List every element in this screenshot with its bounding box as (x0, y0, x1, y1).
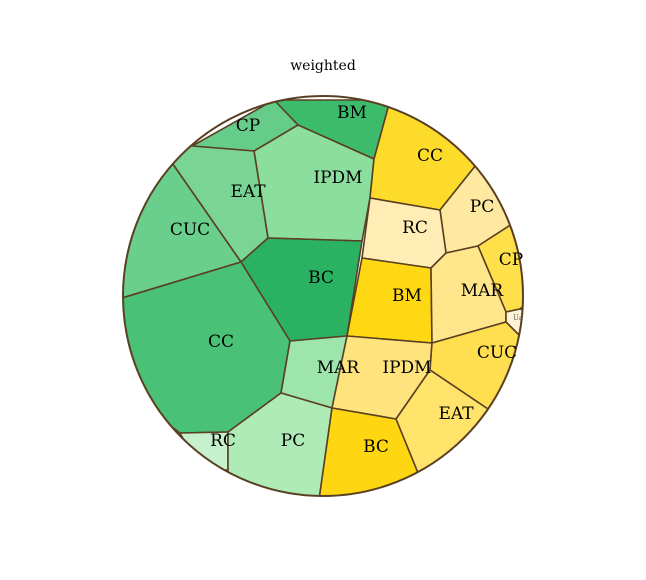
label-rc-green: RC (210, 431, 236, 451)
label-cp-yellow: CP (499, 250, 523, 270)
label-cc-green: CC (208, 332, 234, 352)
label-bc-yellow: BC (363, 437, 389, 457)
label-ua-yellow: Ua (513, 314, 523, 322)
label-mar-green: MAR (317, 358, 361, 378)
labels-group: BM CP IPDM EAT CUC BC CC MAR RC PC CC PC… (170, 103, 523, 457)
label-ipdm-yellow: IPDM (382, 358, 431, 378)
label-cuc-yellow: CUC (477, 343, 517, 363)
label-pc-green: PC (281, 431, 305, 451)
label-rc-yellow: RC (402, 218, 428, 238)
label-mar-yellow: MAR (461, 281, 505, 301)
label-ipdm-green: IPDM (313, 168, 362, 188)
label-cc-yellow: CC (417, 146, 443, 166)
label-cp-green: CP (236, 116, 260, 136)
chart-title: weighted (290, 58, 356, 74)
treemap-outline (122, 95, 524, 497)
label-bm-green: BM (337, 103, 367, 123)
label-pc-yellow: PC (470, 197, 494, 217)
label-cuc-green: CUC (170, 220, 210, 240)
label-eat-yellow: EAT (438, 404, 474, 424)
label-bc-green: BC (308, 268, 334, 288)
label-bm-yellow: BM (392, 286, 422, 306)
label-eat-green: EAT (230, 182, 266, 202)
